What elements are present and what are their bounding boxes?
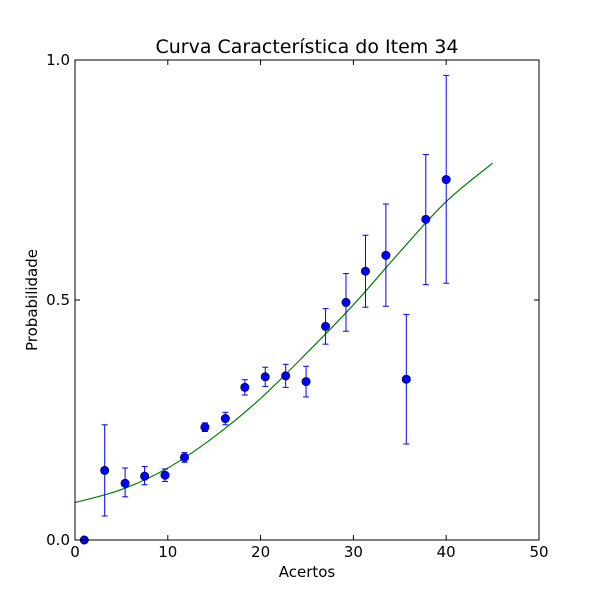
data-point	[321, 321, 331, 331]
x-tick-label: 30	[344, 543, 363, 561]
data-point	[100, 465, 110, 475]
x-tick-label: 20	[251, 543, 270, 561]
data-point	[281, 371, 291, 381]
data-point	[240, 382, 250, 392]
data-point	[401, 374, 411, 384]
x-axis-label: Acertos	[279, 563, 336, 581]
data-point	[301, 377, 311, 387]
data-point	[341, 297, 351, 307]
data-point	[381, 250, 391, 260]
x-tick-label: 0	[70, 543, 80, 561]
chart-title: Curva Característica do Item 34	[155, 36, 458, 58]
x-tick-label: 50	[529, 543, 548, 561]
data-point	[180, 452, 190, 462]
data-point	[160, 470, 170, 480]
x-tick-label: 40	[437, 543, 456, 561]
data-point	[360, 266, 370, 276]
y-tick-label: 0.5	[46, 291, 70, 309]
axis-ticks: 0 10 20 30 40 50 0.0 0.5 1.0	[46, 51, 548, 561]
data-point	[140, 471, 150, 481]
y-tick-label: 1.0	[46, 51, 70, 69]
data-point	[220, 414, 230, 424]
y-tick-label: 0.0	[46, 531, 70, 549]
data-point	[441, 175, 451, 185]
data-point	[120, 478, 130, 488]
data-point	[260, 372, 270, 382]
fitted-curve	[75, 162, 493, 504]
data-point	[421, 214, 431, 224]
x-tick-label: 10	[158, 543, 177, 561]
plot-area	[75, 74, 493, 545]
y-axis-label: Probabilidade	[23, 249, 41, 351]
data-point	[200, 422, 210, 432]
